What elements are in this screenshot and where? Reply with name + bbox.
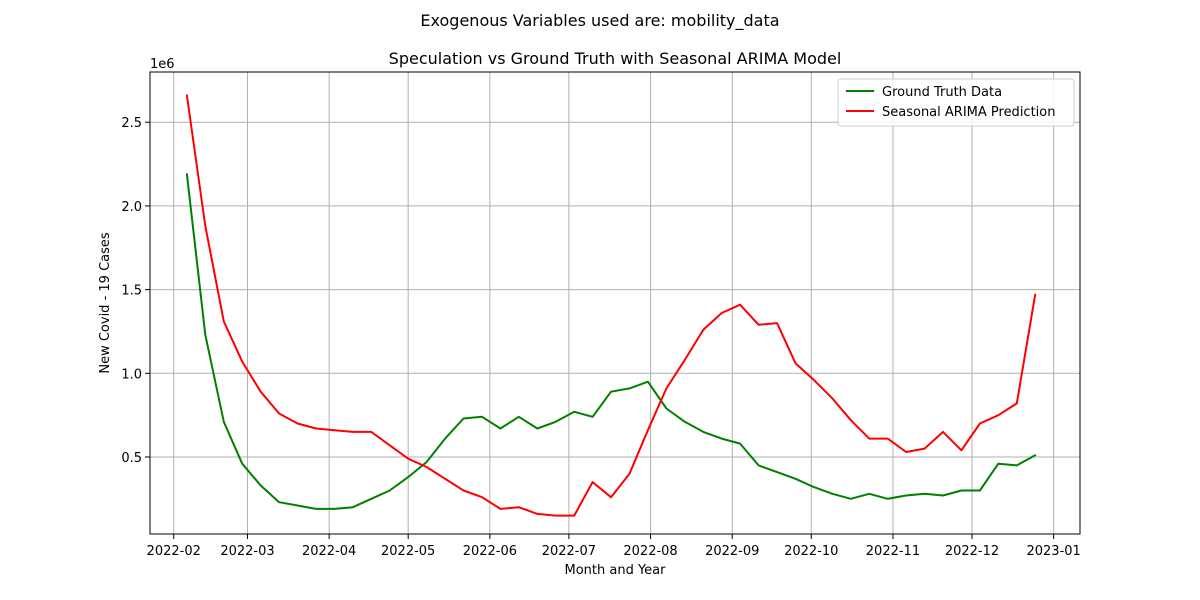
- chart-title: Speculation vs Ground Truth with Seasona…: [389, 49, 842, 68]
- figure-suptitle: Exogenous Variables used are: mobility_d…: [420, 11, 779, 31]
- x-tick-label: 2022-11: [866, 544, 920, 559]
- legend: Ground Truth Data Seasonal ARIMA Predict…: [837, 78, 1075, 127]
- y-tick-label: 2.0: [121, 200, 142, 215]
- x-tick-label: 2023-01: [1026, 544, 1080, 559]
- x-tick-label: 2022-09: [705, 544, 759, 559]
- x-tick-label: 2022-08: [623, 544, 677, 559]
- y-tick-label: 0.5: [121, 451, 142, 466]
- x-tick-label: 2022-12: [945, 544, 999, 559]
- grid-lines: [150, 72, 1080, 534]
- legend-box: [837, 78, 1075, 127]
- legend-label-ground-truth: Ground Truth Data: [882, 85, 1002, 100]
- series-layer: [185, 94, 1037, 517]
- x-tick-label: 2022-10: [784, 544, 838, 559]
- y-tick-label: 1.5: [121, 284, 142, 299]
- y-axis: 0.5 1.0 1.5 2.0 2.5: [121, 116, 150, 466]
- y-tick-label: 2.5: [121, 116, 142, 131]
- y-tick-label: 1.0: [121, 367, 142, 382]
- x-tick-label: 2022-03: [220, 544, 274, 559]
- x-axis: 2022-02 2022-03 2022-04 2022-05 2022-06 2022-…: [147, 534, 1081, 559]
- x-tick-label: 2022-02: [147, 544, 201, 559]
- x-tick-label: 2022-04: [302, 544, 356, 559]
- series-line-sarima-prediction: [185, 94, 1037, 517]
- legend-label-sarima: Seasonal ARIMA Prediction: [882, 105, 1055, 120]
- x-tick-label: 2022-07: [542, 544, 596, 559]
- x-tick-label: 2022-06: [463, 544, 517, 559]
- series-line-ground-truth: [185, 173, 1037, 510]
- plot-frame: [149, 71, 1081, 535]
- x-tick-label: 2022-05: [381, 544, 435, 559]
- x-axis-label: Month and Year: [565, 563, 667, 578]
- y-axis-label: New Covid - 19 Cases: [98, 232, 113, 374]
- y-offset-label: 1e6: [150, 57, 175, 72]
